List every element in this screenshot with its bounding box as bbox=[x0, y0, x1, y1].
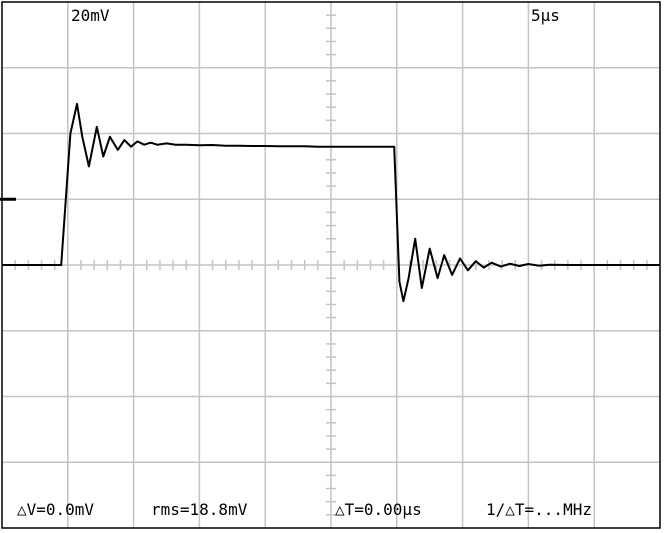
delta-v-readout: △V=0.0mV bbox=[17, 500, 95, 519]
rms-readout: rms=18.8mV bbox=[151, 500, 248, 519]
frequency-readout: 1/△T=...MHz bbox=[486, 500, 592, 519]
delta-t-readout: △T=0.00µs bbox=[335, 500, 422, 519]
volts-per-div-label: 20mV bbox=[71, 6, 110, 25]
waveform-trace bbox=[2, 102, 660, 303]
time-per-div-label: 5µs bbox=[531, 6, 560, 25]
